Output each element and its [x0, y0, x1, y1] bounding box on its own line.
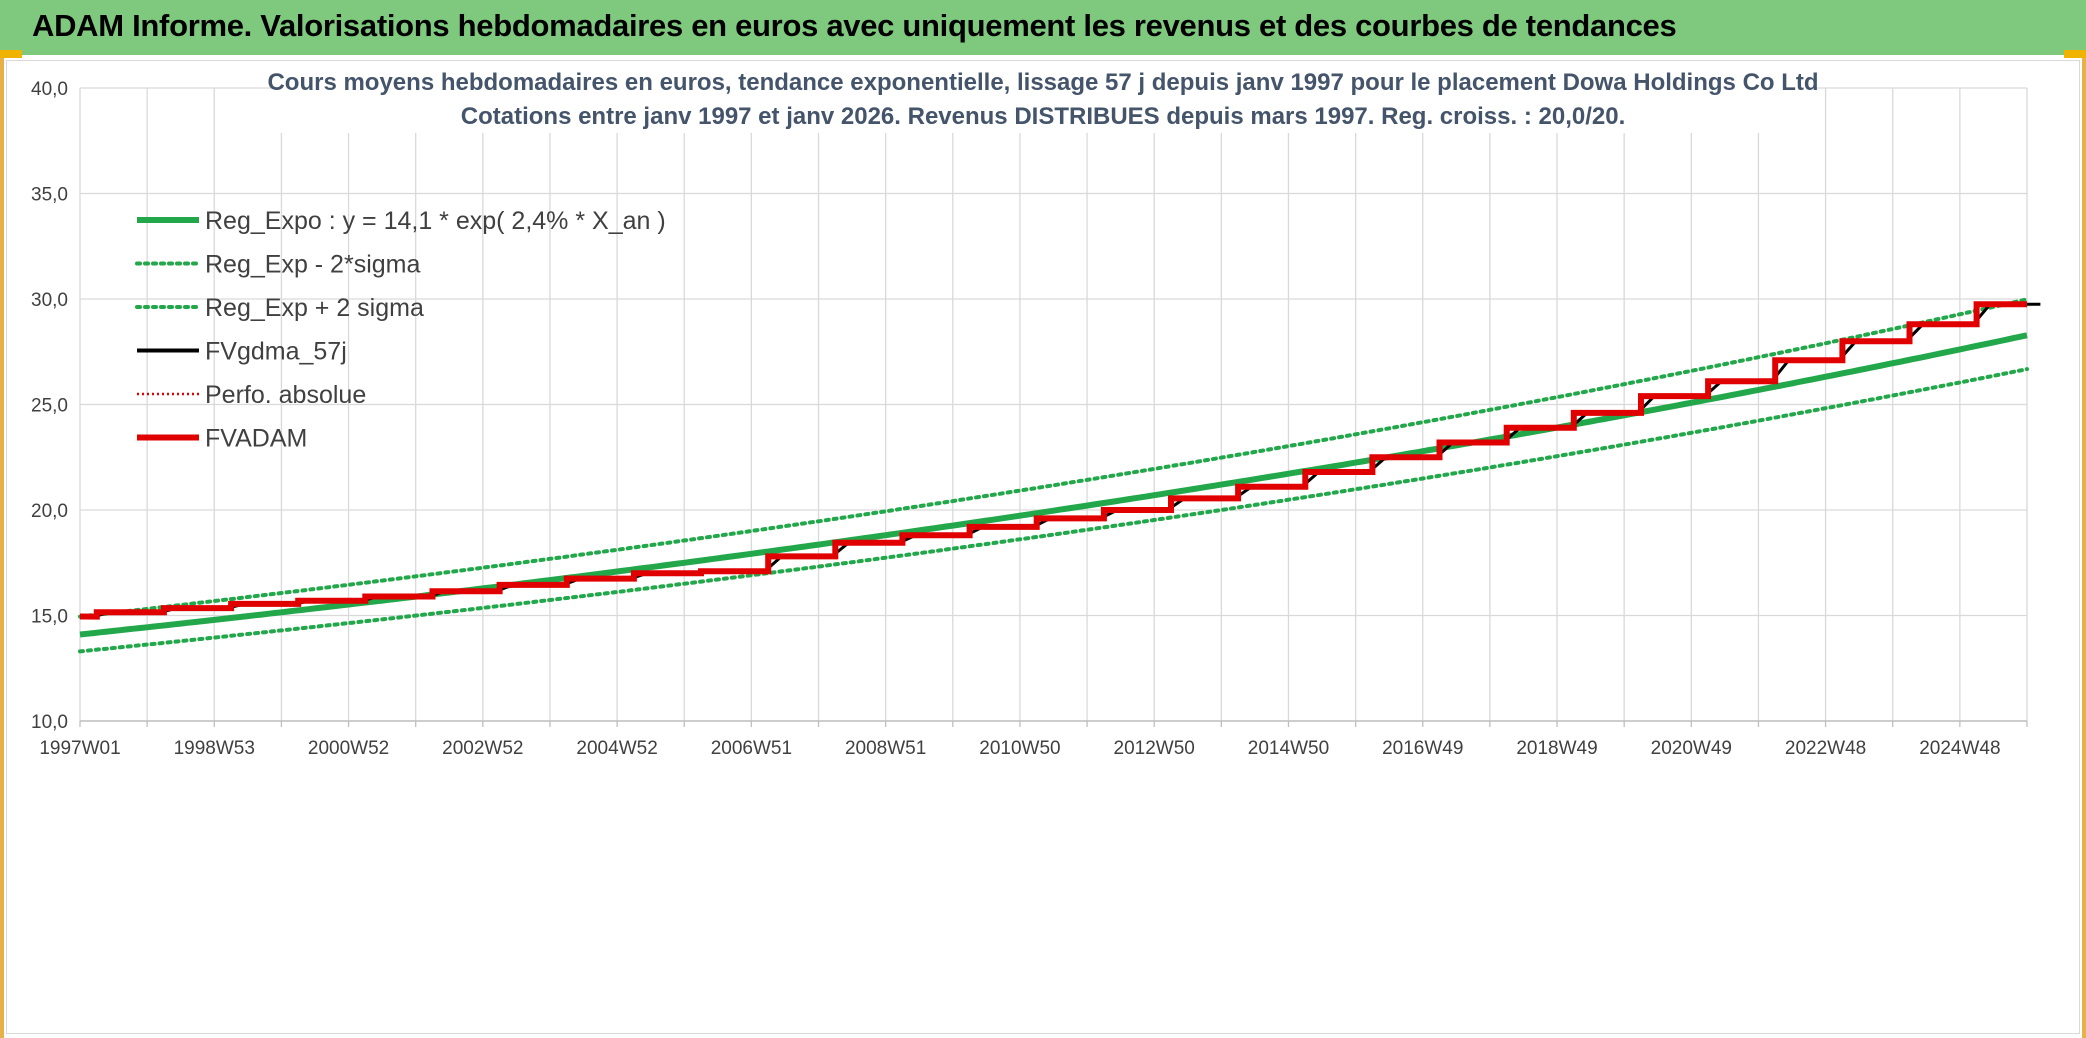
grid [79, 87, 2028, 722]
series-layer [78, 297, 2041, 654]
x-tick-label: 2002W52 [442, 738, 523, 759]
legend: Reg_Expo : y = 14,1 * exp( 2,4% * X_an )… [135, 207, 666, 453]
x-tick-label: 1997W01 [39, 738, 120, 759]
x-tick-label: 2024W48 [1919, 738, 2000, 759]
x-tick-label: 1998W53 [174, 738, 255, 759]
legend-label: Reg_Exp + 2 sigma [205, 294, 424, 322]
legend-label: Reg_Expo : y = 14,1 * exp( 2,4% * X_an ) [205, 207, 666, 235]
y-tick-label: 20,0 [31, 501, 68, 522]
series-reg-exp-plus-2sigma [78, 297, 2029, 619]
x-tick-label: 2014W50 [1248, 738, 1329, 759]
corner-marker-right [2064, 50, 2086, 58]
header-bar: ADAM Informe. Valorisations hebdomadaire… [0, 0, 2086, 58]
chart-subtitle: Cotations entre janv 1997 et janv 2026. … [461, 103, 1626, 130]
y-tick-label: 10,0 [31, 712, 68, 733]
y-tick-label: 15,0 [31, 607, 68, 628]
x-tick-label: 2018W49 [1516, 738, 1597, 759]
y-tick-label: 30,0 [31, 290, 68, 311]
series-perfo-absolue [79, 303, 2027, 618]
x-tick-label: 2012W50 [1114, 738, 1195, 759]
legend-label: Reg_Exp - 2*sigma [205, 251, 420, 279]
chart-title: Cours moyens hebdomadaires en euros, ten… [267, 69, 1818, 96]
chart-title-group: Cours moyens hebdomadaires en euros, ten… [267, 63, 1819, 133]
y-tick-label: 40,0 [31, 79, 68, 100]
page-title: ADAM Informe. Valorisations hebdomadaire… [32, 8, 1677, 43]
axes: 10,0 15,0 20,0 25,0 30,0 35,0 40,0 1997W01 1998W… [31, 79, 2028, 759]
series-reg-exp-minus-2sigma [78, 367, 2029, 654]
legend-label: FVgdma_57j [205, 338, 347, 366]
legend-label: Perfo. absolue [205, 381, 366, 409]
x-tick-label: 2008W51 [845, 738, 926, 759]
corner-marker-left [0, 50, 22, 58]
x-tick-label: 2022W48 [1785, 738, 1866, 759]
x-tick-label: 2010W50 [979, 738, 1060, 759]
y-tick-label: 25,0 [31, 396, 68, 417]
x-tick-label: 2016W49 [1382, 738, 1463, 759]
x-tick-label: 2000W52 [308, 738, 389, 759]
x-tick-label: 2004W52 [576, 738, 657, 759]
x-tick-label: 2020W49 [1651, 738, 1732, 759]
line-chart: 10,0 15,0 20,0 25,0 30,0 35,0 40,0 1997W01 1998W… [31, 63, 2041, 759]
y-tick-label: 35,0 [31, 185, 68, 206]
series-fvgdma-57j [79, 302, 2041, 619]
chart-area: 10,0 15,0 20,0 25,0 30,0 35,0 40,0 1997W01 1998W… [6, 60, 2080, 1034]
x-tick-label: 2006W51 [711, 738, 792, 759]
series-fvadam [79, 301, 2027, 620]
chart-title-background [277, 63, 1807, 133]
legend-label: FVADAM [205, 425, 307, 453]
